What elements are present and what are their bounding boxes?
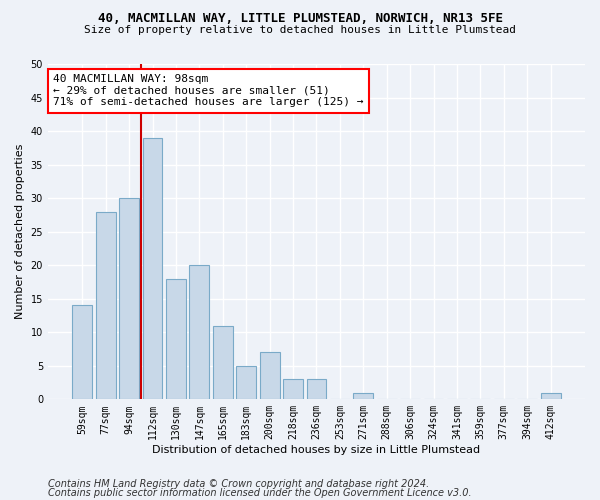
Bar: [236, 366, 256, 400]
X-axis label: Distribution of detached houses by size in Little Plumstead: Distribution of detached houses by size …: [152, 445, 481, 455]
Bar: [213, 326, 233, 400]
Bar: [96, 212, 116, 400]
Text: Contains public sector information licensed under the Open Government Licence v3: Contains public sector information licen…: [48, 488, 472, 498]
Text: Size of property relative to detached houses in Little Plumstead: Size of property relative to detached ho…: [84, 25, 516, 35]
Y-axis label: Number of detached properties: Number of detached properties: [15, 144, 25, 320]
Bar: [119, 198, 139, 400]
Bar: [541, 392, 560, 400]
Text: 40 MACMILLAN WAY: 98sqm
← 29% of detached houses are smaller (51)
71% of semi-de: 40 MACMILLAN WAY: 98sqm ← 29% of detache…: [53, 74, 364, 108]
Bar: [307, 379, 326, 400]
Bar: [143, 138, 163, 400]
Bar: [190, 265, 209, 400]
Bar: [73, 306, 92, 400]
Text: 40, MACMILLAN WAY, LITTLE PLUMSTEAD, NORWICH, NR13 5FE: 40, MACMILLAN WAY, LITTLE PLUMSTEAD, NOR…: [97, 12, 503, 26]
Bar: [260, 352, 280, 400]
Text: Contains HM Land Registry data © Crown copyright and database right 2024.: Contains HM Land Registry data © Crown c…: [48, 479, 429, 489]
Bar: [283, 379, 303, 400]
Bar: [353, 392, 373, 400]
Bar: [166, 278, 186, 400]
